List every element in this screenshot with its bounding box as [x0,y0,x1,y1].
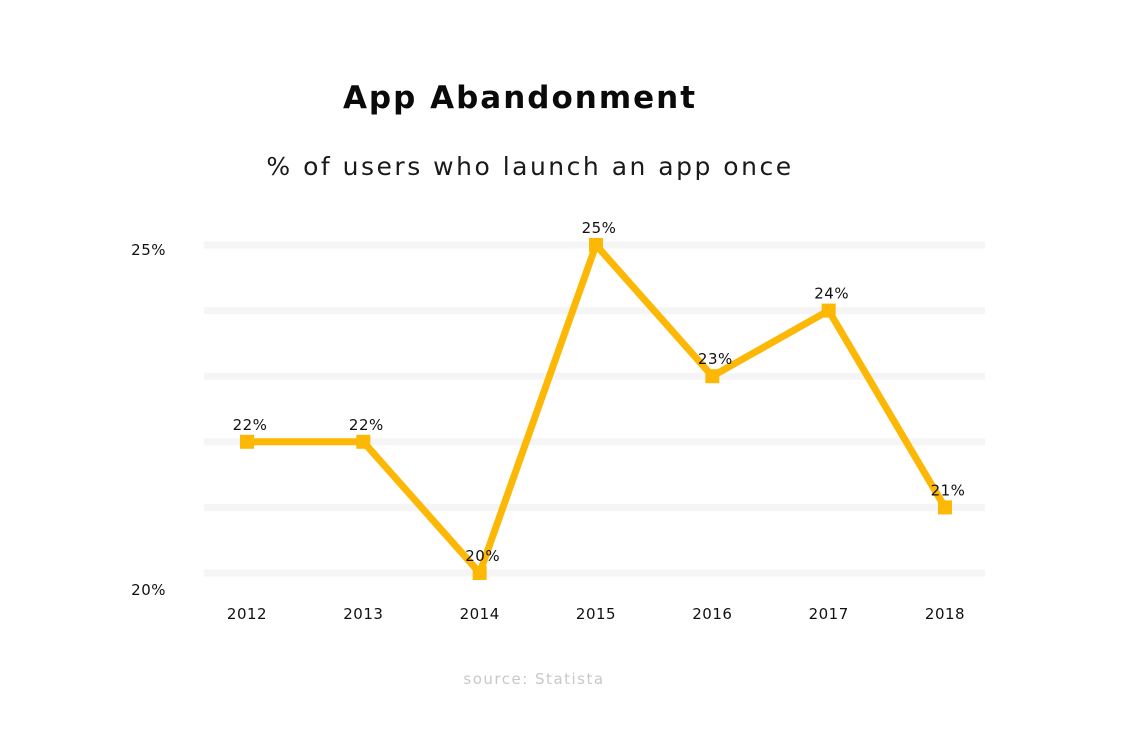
source-note: source: Statista [463,670,605,688]
gridlines [204,241,985,577]
gridline [204,438,985,446]
chart-subtitle: % of users who launch an app once [266,152,794,181]
x-tick-label: 2012 [227,605,267,623]
data-point-marker [356,434,371,449]
data-label: 24% [814,285,849,303]
gridline [204,372,985,380]
data-label: 22% [349,416,384,434]
y-tick-label: 20% [131,581,166,599]
chart-title: App Abandonment [342,80,698,116]
data-point-marker [589,238,603,252]
x-axis: 2012 2013 2014 2015 2016 2017 2018 [227,605,965,623]
data-label: 25% [582,219,617,237]
x-tick-label: 2013 [343,605,383,623]
data-point-marker [240,434,254,449]
x-tick-label: 2014 [460,605,500,623]
x-tick-label: 2016 [692,605,732,623]
gridline [204,307,985,315]
x-tick-label: 2018 [925,605,965,623]
data-label: 22% [233,416,268,434]
data-label: 21% [931,481,966,499]
data-point-marker [938,500,952,515]
y-axis: 20% 25% [131,241,166,599]
series [240,238,952,580]
data-point-marker [472,566,487,580]
y-tick-label: 25% [131,241,166,259]
data-label: 20% [465,547,500,565]
data-label: 23% [698,350,733,368]
x-tick-label: 2015 [576,605,616,623]
x-tick-label: 2017 [809,605,849,623]
data-point-marker [821,303,836,318]
data-labels: 22% 22% 20% 25% 23% 24% 21% [233,219,966,565]
data-point-marker [705,369,720,384]
gridline [204,503,985,511]
gridline [204,569,985,577]
